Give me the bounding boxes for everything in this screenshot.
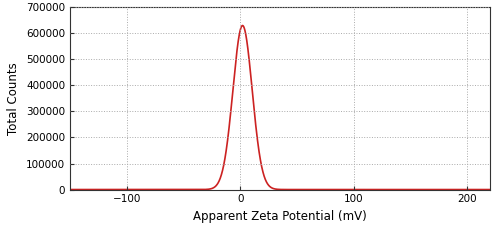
Y-axis label: Total Counts: Total Counts [8, 62, 20, 135]
X-axis label: Apparent Zeta Potential (mV): Apparent Zeta Potential (mV) [193, 210, 367, 223]
